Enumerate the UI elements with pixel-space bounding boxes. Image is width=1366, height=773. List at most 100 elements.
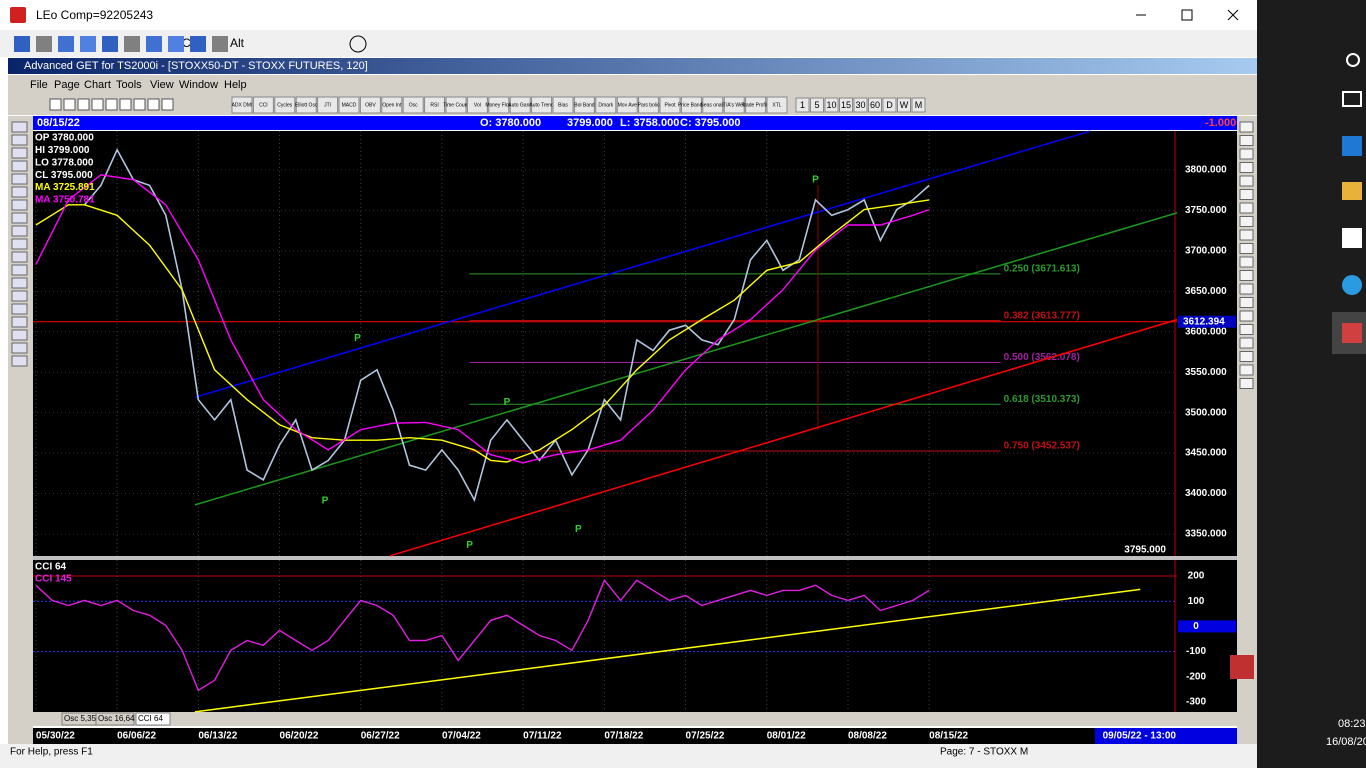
tab-label[interactable]: Osc 5,35 xyxy=(64,714,97,723)
study-label[interactable]: Vol xyxy=(474,102,481,108)
study-button[interactable] xyxy=(274,96,296,114)
interval-button[interactable] xyxy=(853,97,868,113)
tool-icon[interactable] xyxy=(1239,364,1254,376)
interval-label[interactable]: M xyxy=(915,100,923,110)
toolbar-icon[interactable] xyxy=(212,36,228,52)
interval-button[interactable] xyxy=(897,97,911,113)
interval-button[interactable] xyxy=(882,97,897,113)
tool-icon[interactable] xyxy=(1239,378,1254,389)
tool-icon[interactable] xyxy=(1239,148,1254,160)
study-label[interactable]: XTL xyxy=(772,102,781,108)
interval-button[interactable] xyxy=(911,97,926,113)
taskbar-icon[interactable] xyxy=(1342,91,1362,107)
tool-icon[interactable] xyxy=(11,303,28,315)
study-button[interactable] xyxy=(702,96,724,114)
toolbar-icon[interactable] xyxy=(105,98,118,111)
tool-icon[interactable] xyxy=(11,264,28,276)
interval-label[interactable]: 1 xyxy=(800,100,805,110)
toolbar-icon[interactable] xyxy=(63,98,76,111)
study-button[interactable] xyxy=(595,96,617,114)
study-label[interactable]: Auto Trend xyxy=(529,102,554,108)
tool-icon[interactable] xyxy=(1239,162,1254,173)
tool-icon[interactable] xyxy=(11,121,28,133)
interval-label[interactable]: 5 xyxy=(814,100,819,110)
menu-item[interactable]: Page xyxy=(54,79,80,91)
taskbar-icon[interactable] xyxy=(1342,275,1362,295)
study-label[interactable]: Elliott Osc xyxy=(295,102,318,108)
tool-icon[interactable] xyxy=(1239,351,1254,362)
toolbar-icon[interactable] xyxy=(36,36,52,52)
study-button[interactable] xyxy=(466,96,488,114)
tool-icon[interactable] xyxy=(1239,283,1254,295)
study-label[interactable]: Price Bands xyxy=(678,102,705,108)
interval-label[interactable]: W xyxy=(900,100,909,110)
study-button[interactable] xyxy=(680,96,702,114)
tool-icon[interactable] xyxy=(11,147,28,159)
toolbar-icon[interactable] xyxy=(190,36,206,52)
toolbar-icon[interactable] xyxy=(14,36,30,52)
study-label[interactable]: Dmark xyxy=(598,102,613,108)
tool-icon[interactable] xyxy=(1239,270,1254,281)
float-icon[interactable] xyxy=(1230,655,1254,679)
tool-icon[interactable] xyxy=(11,342,28,354)
tool-icon[interactable] xyxy=(11,212,28,224)
tool-icon[interactable] xyxy=(1239,135,1254,146)
study-label[interactable]: Time Count xyxy=(443,102,469,108)
toolbar-icon[interactable] xyxy=(80,36,96,52)
menu-item[interactable]: Window xyxy=(179,79,218,91)
tool-icon[interactable] xyxy=(11,173,28,185)
tool-icon[interactable] xyxy=(1239,324,1254,335)
study-button[interactable] xyxy=(424,96,446,114)
study-button[interactable] xyxy=(445,96,467,114)
study-label[interactable]: Mov Ave xyxy=(618,102,637,108)
tool-icon[interactable] xyxy=(1239,337,1254,349)
tab[interactable] xyxy=(135,712,171,726)
tool-icon[interactable] xyxy=(1239,189,1254,200)
study-button[interactable] xyxy=(745,96,767,114)
tool-icon[interactable] xyxy=(11,160,28,172)
study-label[interactable]: Pivot xyxy=(664,102,676,108)
taskbar-icon[interactable] xyxy=(1342,323,1362,343)
interval-button[interactable] xyxy=(810,97,824,113)
tool-icon[interactable] xyxy=(1239,229,1254,241)
tool-icon[interactable] xyxy=(11,225,28,237)
tool-icon[interactable] xyxy=(11,277,28,289)
study-label[interactable]: MACD xyxy=(342,102,357,108)
toolbar-icon[interactable] xyxy=(102,36,118,52)
toolbar-icon[interactable] xyxy=(147,98,160,111)
interval-button[interactable] xyxy=(868,97,882,113)
tool-icon[interactable] xyxy=(1239,121,1254,133)
tool-icon[interactable] xyxy=(11,238,28,250)
tool-icon[interactable] xyxy=(1239,256,1254,268)
interval-label[interactable]: 15 xyxy=(841,100,851,110)
study-button[interactable] xyxy=(509,96,531,114)
tool-icon[interactable] xyxy=(1239,243,1254,254)
tool-icon[interactable] xyxy=(1239,216,1254,227)
taskbar-icon[interactable] xyxy=(1346,53,1360,67)
toolbar-icon[interactable] xyxy=(119,98,132,111)
study-button[interactable] xyxy=(317,96,339,114)
study-label[interactable]: Money Flow xyxy=(485,102,512,108)
study-label[interactable]: Cycles xyxy=(277,102,293,108)
study-button[interactable] xyxy=(766,96,788,114)
study-label[interactable]: OBV xyxy=(365,102,376,108)
tool-icon[interactable] xyxy=(1239,310,1254,322)
interval-label[interactable]: D xyxy=(886,100,893,110)
study-button[interactable] xyxy=(252,96,274,114)
tool-icon[interactable] xyxy=(11,199,28,211)
toolbar-icon[interactable] xyxy=(133,98,146,111)
study-label[interactable]: Trade Profile xyxy=(741,102,770,108)
tool-icon[interactable] xyxy=(11,186,28,198)
study-button[interactable] xyxy=(402,96,424,114)
interval-label[interactable]: 60 xyxy=(870,100,880,110)
study-button[interactable] xyxy=(295,96,317,114)
study-button[interactable] xyxy=(552,96,574,114)
toolbar-icon[interactable] xyxy=(349,35,367,53)
toolbar-icon[interactable] xyxy=(124,36,140,52)
toolbar-icon[interactable] xyxy=(49,98,62,111)
toolbar-icon[interactable] xyxy=(161,98,174,111)
menu-item[interactable]: Help xyxy=(224,79,247,91)
study-label[interactable]: ADX DMI xyxy=(232,102,253,108)
study-button[interactable] xyxy=(231,96,253,114)
window-controls[interactable] xyxy=(1136,9,1239,21)
